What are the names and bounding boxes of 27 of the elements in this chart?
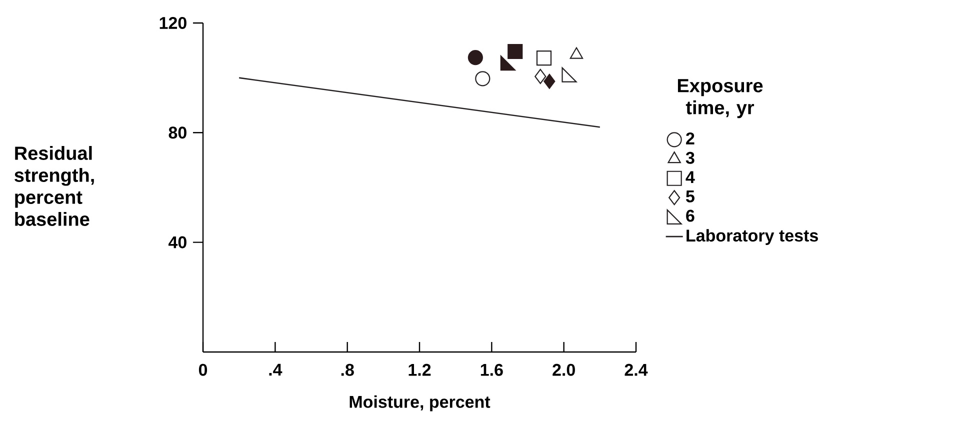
point	[536, 50, 552, 66]
legend-title: Exposure time, yr	[678, 79, 763, 118]
legend-label: 2	[686, 132, 694, 144]
point	[562, 67, 577, 82]
legend-label: 3	[686, 152, 694, 164]
point	[500, 55, 516, 71]
point	[475, 71, 490, 86]
x-tick-label: 0	[198, 364, 208, 376]
x-tick-label: .4	[269, 364, 282, 376]
x-tick-label: 2.0	[552, 364, 575, 376]
x-tick-label: 2.4	[624, 364, 648, 376]
y-tick-label: 120	[160, 16, 186, 30]
point	[544, 74, 556, 89]
legend-label: 5	[686, 190, 694, 202]
x-tick-label: .8	[341, 364, 354, 376]
y-tick-label: 80	[168, 126, 186, 139]
y-tick-label: 40	[168, 236, 186, 248]
legend-label: 4	[686, 171, 695, 183]
point	[534, 68, 546, 84]
x-tick-label: 1.6	[480, 364, 503, 376]
legend-label: Laboratory tests	[686, 229, 818, 245]
legend-label: 6	[686, 210, 694, 222]
point	[468, 50, 483, 66]
x-tick-label: 1.2	[408, 364, 431, 376]
x-axis-title: Moisture, percent	[350, 395, 490, 412]
y-axis-title: Residual strength, percent baseline	[14, 146, 94, 226]
point	[508, 44, 523, 60]
